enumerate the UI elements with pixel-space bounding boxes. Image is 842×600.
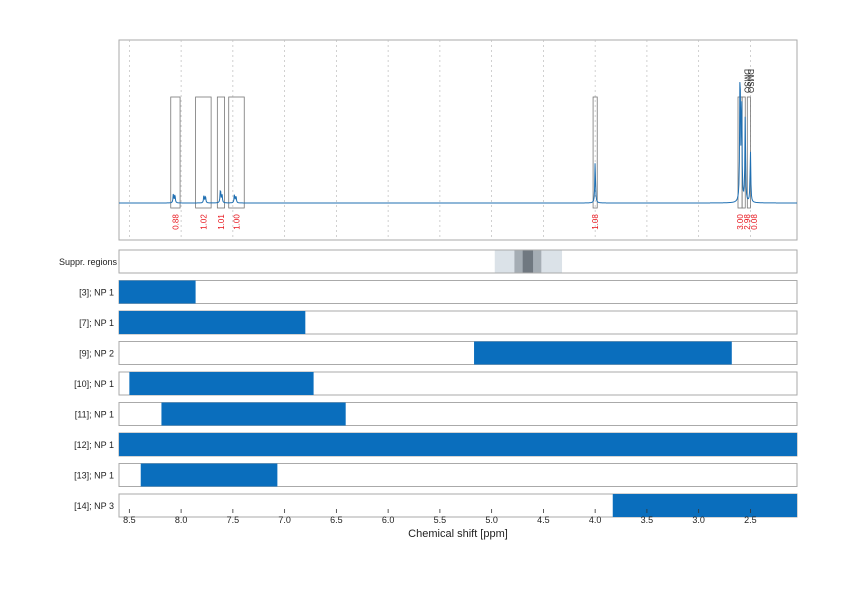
- x-tick-label: 8.0: [175, 515, 188, 525]
- row-label: [11]; NP 1: [75, 410, 114, 420]
- region-bar: [119, 280, 196, 304]
- integral-label: 0.88: [171, 214, 180, 230]
- integral-box: [195, 96, 212, 209]
- row-region-bar: [13]; NP 1: [74, 463, 798, 487]
- region-bar: [474, 341, 732, 365]
- x-tick-label: 3.5: [641, 515, 654, 525]
- integral-label: 1.02: [199, 214, 208, 230]
- solvent-annotation: DMSO: [746, 69, 755, 93]
- x-tick-label: 4.5: [537, 515, 550, 525]
- x-tick-label: 2.5: [744, 515, 757, 525]
- solvent-annotation: DMSO: [743, 69, 752, 93]
- row-label: [10]; NP 1: [74, 379, 114, 389]
- row-label: [3]; NP 1: [79, 288, 114, 298]
- spectrum-panel: [118, 39, 798, 241]
- x-axis-title: Chemical shift [ppm]: [408, 528, 508, 540]
- integral-labels: 0.88 1.02 1.01 1.00 1.08 3.002.980.08: [171, 214, 759, 230]
- integral-label: 2.98: [743, 214, 752, 230]
- row-label: [13]; NP 1: [74, 471, 114, 481]
- x-tick-label: 6.0: [382, 515, 395, 525]
- integral-box: [216, 96, 225, 209]
- integral-box: [592, 96, 598, 209]
- x-tick-label: 5.5: [434, 515, 447, 525]
- region-bar: [612, 494, 797, 517]
- row-label: [7]; NP 1: [79, 318, 114, 328]
- integral-label: 3.00: [736, 214, 745, 230]
- x-tick-label: 4.0: [589, 515, 602, 525]
- integral-box: [228, 96, 245, 209]
- integral-box: [170, 96, 181, 209]
- integral-label: 1.08: [591, 214, 600, 230]
- x-tick-label: 3.0: [692, 515, 705, 525]
- row-region-bar: [7]; NP 1: [79, 310, 798, 335]
- integral-label: 1.01: [217, 214, 226, 230]
- row-frame: [118, 280, 798, 304]
- row-region-bar: [3]; NP 1: [79, 280, 798, 304]
- row-region-bar: [10]; NP 1: [74, 371, 798, 396]
- row-region-bar: [11]; NP 1: [75, 402, 798, 426]
- x-tick-label: 7.0: [278, 515, 291, 525]
- region-bar: [129, 372, 314, 395]
- region-bar: [119, 311, 306, 334]
- region-bar: [161, 402, 346, 426]
- x-tick-label: 5.0: [485, 515, 498, 525]
- row-frame: [118, 463, 798, 487]
- row-label: [14]; NP 3: [74, 501, 114, 511]
- row-region-bar: [12]; NP 1: [74, 432, 798, 457]
- spectrum-trace: [119, 82, 797, 204]
- row-frame: [118, 249, 798, 274]
- integral-label: 1.00: [232, 214, 241, 230]
- row-label: [12]; NP 1: [74, 440, 114, 450]
- region-bar: [119, 433, 797, 456]
- row-region-bar: [14]; NP 3: [74, 493, 798, 518]
- x-tick-label: 8.5: [123, 515, 136, 525]
- integral-label: 0.08: [750, 214, 759, 230]
- row-label: [9]; NP 2: [79, 349, 114, 359]
- region-bar: [140, 463, 278, 487]
- row-suppressed-regions: Suppr. regions: [59, 249, 798, 274]
- region-bar-rows: Suppr. regions [3]; NP 1 [7]; NP 1 [9]; NP …: [59, 249, 798, 518]
- x-axis: 8.5 8.0 7.5 7.0 6.5 6.0 5.5 5.0 4.5 4.0 3.5 3.0 2.5: [123, 509, 757, 525]
- x-tick-label: 7.5: [227, 515, 240, 525]
- integral-regions: [170, 96, 751, 209]
- row-label: Suppr. regions: [59, 257, 118, 267]
- row-region-bar: [9]; NP 2: [79, 341, 798, 365]
- x-tick-label: 6.5: [330, 515, 343, 525]
- suppressed-band: [522, 250, 534, 273]
